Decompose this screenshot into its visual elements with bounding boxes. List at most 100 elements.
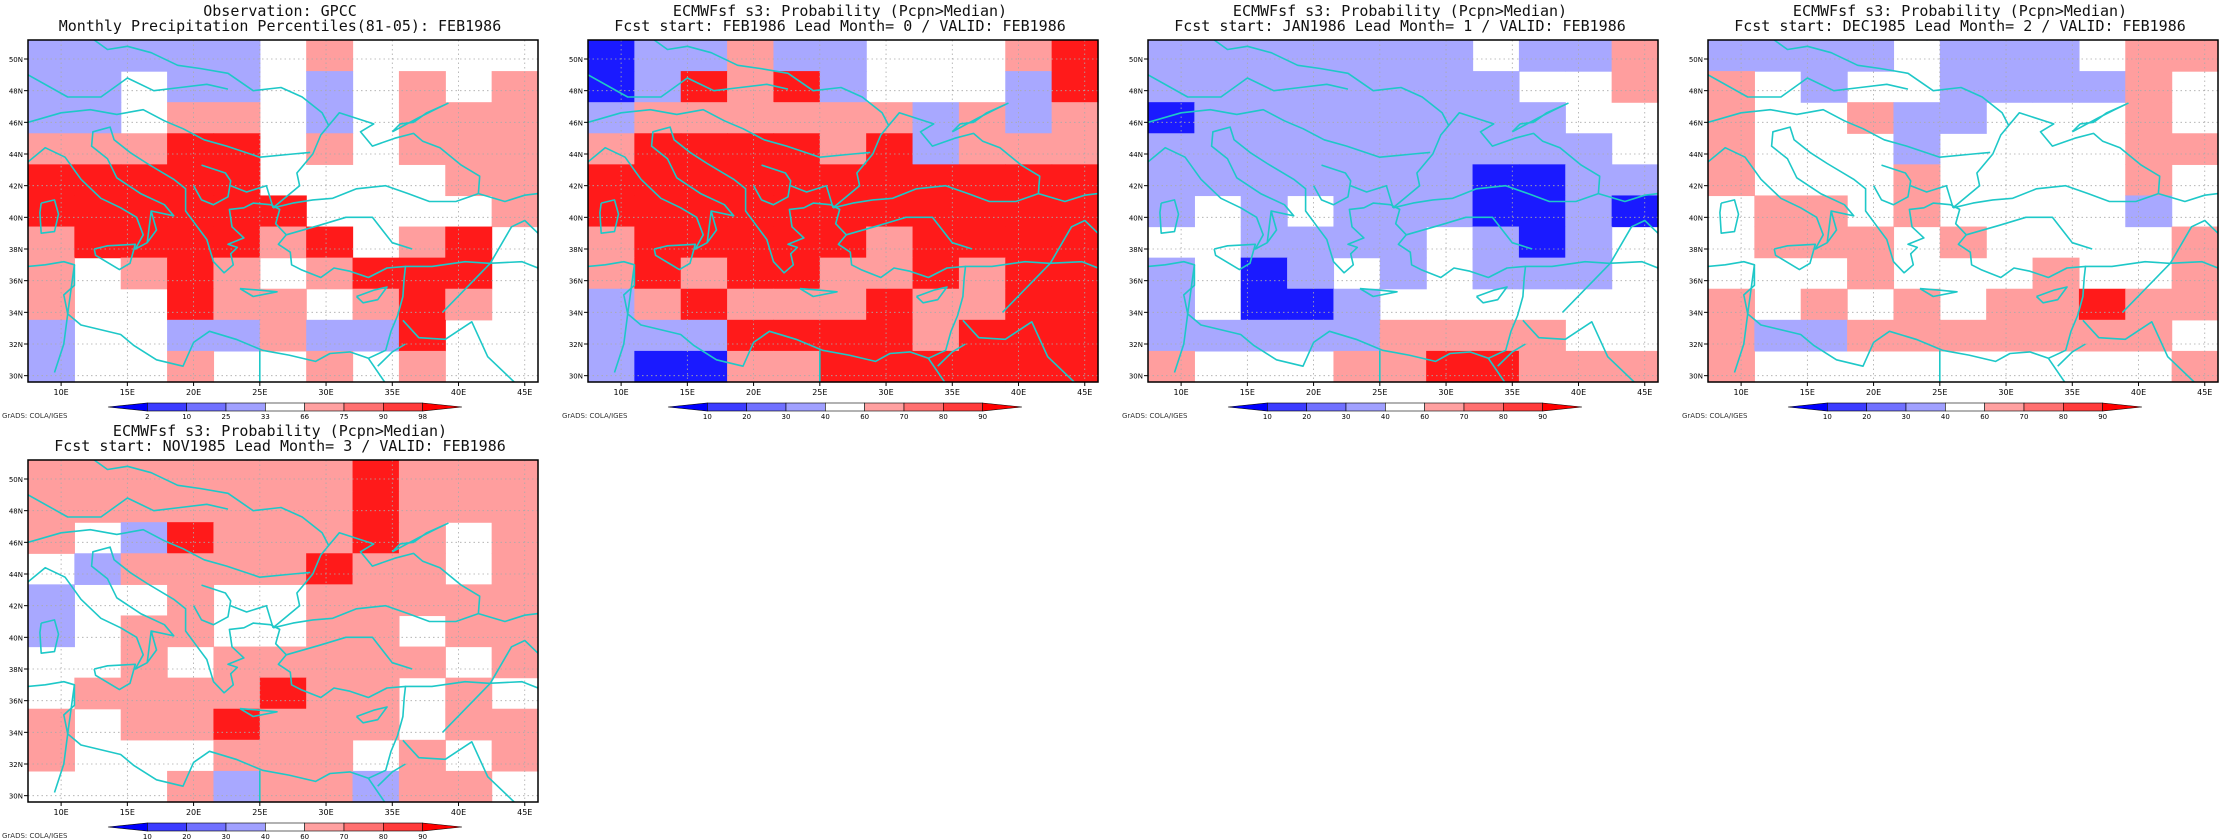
grid-cell — [28, 350, 75, 383]
lon-tick-label: 25E — [1932, 388, 1947, 397]
grid-cell — [2032, 288, 2080, 321]
grid-cell — [1708, 40, 1755, 72]
grid-cell — [773, 257, 821, 290]
grid-cell — [306, 553, 354, 585]
grid-cell — [167, 319, 215, 352]
grid-cell — [398, 460, 446, 492]
grid-cell — [1051, 350, 1099, 383]
grid-cell — [1800, 40, 1848, 72]
grid-cell — [1708, 164, 1755, 197]
map-frame — [587, 39, 1099, 383]
lon-tick-label: 15E — [120, 388, 135, 397]
grid-cell — [958, 195, 1006, 228]
grid-cell — [120, 164, 168, 197]
grid-cell — [2125, 195, 2173, 228]
grid-cell — [588, 164, 635, 197]
grid-cell — [491, 615, 539, 648]
grid-cell — [1005, 40, 1053, 72]
grid-cell — [588, 40, 635, 72]
lat-tick-label: 38N — [1689, 246, 1703, 254]
grid-cell — [491, 553, 539, 585]
grid-cell — [1051, 40, 1099, 72]
grads-footer: GrADS: COLA/IGES — [2, 412, 68, 420]
grid-cell — [727, 288, 775, 321]
grid-cell — [213, 460, 261, 492]
grid-cell — [680, 226, 728, 259]
grid-cell — [866, 257, 914, 290]
grads-footer: GrADS: COLA/IGES — [1122, 412, 1188, 420]
lat-tick-label: 30N — [1129, 373, 1143, 381]
grid-cell — [306, 770, 354, 803]
grid-cell — [398, 257, 446, 290]
grid-cell — [1518, 164, 1566, 197]
colorbar-label: 90 — [2098, 413, 2107, 420]
colorbar-label: 60 — [1980, 413, 1989, 420]
lat-tick-label: 30N — [9, 793, 23, 801]
lon-tick-label: 25E — [252, 808, 267, 817]
grid-cell — [1240, 40, 1288, 72]
grid-cell — [167, 677, 215, 710]
colorbar-label: 20 — [182, 833, 191, 840]
lon-tick-label: 15E — [680, 388, 695, 397]
grid-cell — [958, 133, 1006, 165]
lon-tick-label: 45E — [517, 808, 532, 817]
grid-cell — [74, 40, 122, 72]
lat-tick-label: 32N — [9, 761, 23, 769]
lat-tick-label: 46N — [569, 119, 583, 127]
grads-footer: GrADS: COLA/IGES — [2, 832, 68, 840]
grid-cell — [306, 460, 354, 492]
lat-tick-label: 42N — [569, 183, 583, 191]
grid-cell — [1518, 195, 1566, 228]
lat-tick-label: 38N — [569, 246, 583, 254]
grid-cell — [28, 102, 75, 134]
grid-cell — [167, 288, 215, 321]
colorbar-label: 10 — [143, 833, 152, 840]
colorbar-label: 80 — [2059, 413, 2068, 420]
grid-cell — [958, 226, 1006, 259]
lon-tick-label: 15E — [120, 808, 135, 817]
map-svg: 10E 15E 20E 25E 30E 35E 40E 45E 30N 32N 34N 36N 38N 4… — [9, 459, 539, 840]
grid-cell — [1051, 71, 1099, 103]
grid-cell — [634, 102, 682, 134]
colorbar-label: 40 — [1381, 413, 1390, 420]
grid-cell — [491, 195, 539, 228]
lat-tick-label: 46N — [9, 119, 23, 127]
grid-cell — [306, 522, 354, 554]
grid-cell — [819, 40, 867, 72]
grid-cell — [491, 71, 539, 103]
grid-cell — [1333, 102, 1381, 134]
lon-tick-label: 25E — [252, 388, 267, 397]
grid-cell — [1939, 71, 1987, 103]
grid-cell — [634, 350, 682, 383]
grid-cell — [819, 133, 867, 165]
lon-tick-label: 40E — [2131, 388, 2146, 397]
grid-cell — [866, 350, 914, 383]
grid-cell — [213, 164, 261, 197]
lat-tick-label: 36N — [9, 278, 23, 286]
grid-cell — [491, 491, 539, 523]
grid-cell — [1986, 288, 2034, 321]
grid-cell — [634, 257, 682, 290]
map-frame — [27, 39, 539, 383]
panel-title-line2: Monthly Precipitation Percentiles(81-05)… — [58, 17, 502, 35]
panel-title-line2: Fcst start: FEB1986 Lead Month= 0 / VALI… — [614, 17, 1066, 35]
lon-tick-label: 30E — [318, 388, 333, 397]
lon-tick-label: 40E — [451, 808, 466, 817]
grid-cell — [866, 319, 914, 352]
grid-cell — [445, 288, 493, 321]
map-panel-obs: 10E 15E 20E 25E 30E 35E 40E 45E 30N 32N 34N 36N 38N 4… — [0, 0, 560, 420]
colorbar-label: 80 — [1499, 413, 1508, 420]
map-panel-lead2: 10E 15E 20E 25E 30E 35E 40E 45E 30N 32N 34N 36N 38N 4… — [1680, 0, 2240, 420]
lat-tick-label: 40N — [569, 214, 583, 222]
map-panel-lead0: 10E 15E 20E 25E 30E 35E 40E 45E 30N 32N 34N 36N 38N 4… — [560, 0, 1120, 420]
grid-cell — [491, 522, 539, 554]
grid-cell — [352, 584, 400, 617]
grid-cell — [28, 584, 75, 617]
grid-cell — [1986, 71, 2034, 103]
colorbar: 10 20 30 40 60 70 80 90 — [107, 822, 463, 840]
grid-cell — [2032, 71, 2080, 103]
grid-cell — [445, 133, 493, 165]
grid-cell — [2125, 133, 2173, 165]
grid-cell — [1426, 40, 1474, 72]
colorbar-label: 30 — [222, 833, 231, 840]
